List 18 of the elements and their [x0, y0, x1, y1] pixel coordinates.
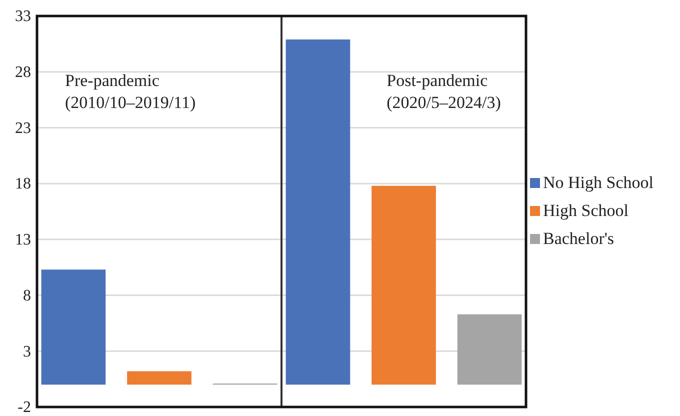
x-tick-label: Post-pandemic (2020/5–2024/3) [386, 71, 501, 112]
bar [41, 270, 106, 385]
legend-label: High School [543, 201, 629, 220]
legend-label: No High School [543, 173, 654, 192]
x-tick-label: Pre-pandemic (2010/10–2019/11) [65, 71, 196, 112]
bar [127, 371, 192, 385]
bar [457, 314, 522, 385]
y-tick-label: 33 [15, 8, 31, 26]
legend-label: Bachelor's [543, 229, 614, 248]
y-tick-label: 28 [15, 64, 31, 81]
bar [286, 39, 350, 385]
y-tick-label: -2 [18, 399, 31, 416]
y-tick-label: 3 [23, 343, 31, 360]
y-tick-label: 23 [15, 120, 31, 137]
y-tick-label: 13 [15, 232, 31, 249]
bar [372, 186, 436, 385]
y-tick-label: 8 [23, 287, 31, 304]
y-tick-label: 18 [15, 176, 31, 193]
